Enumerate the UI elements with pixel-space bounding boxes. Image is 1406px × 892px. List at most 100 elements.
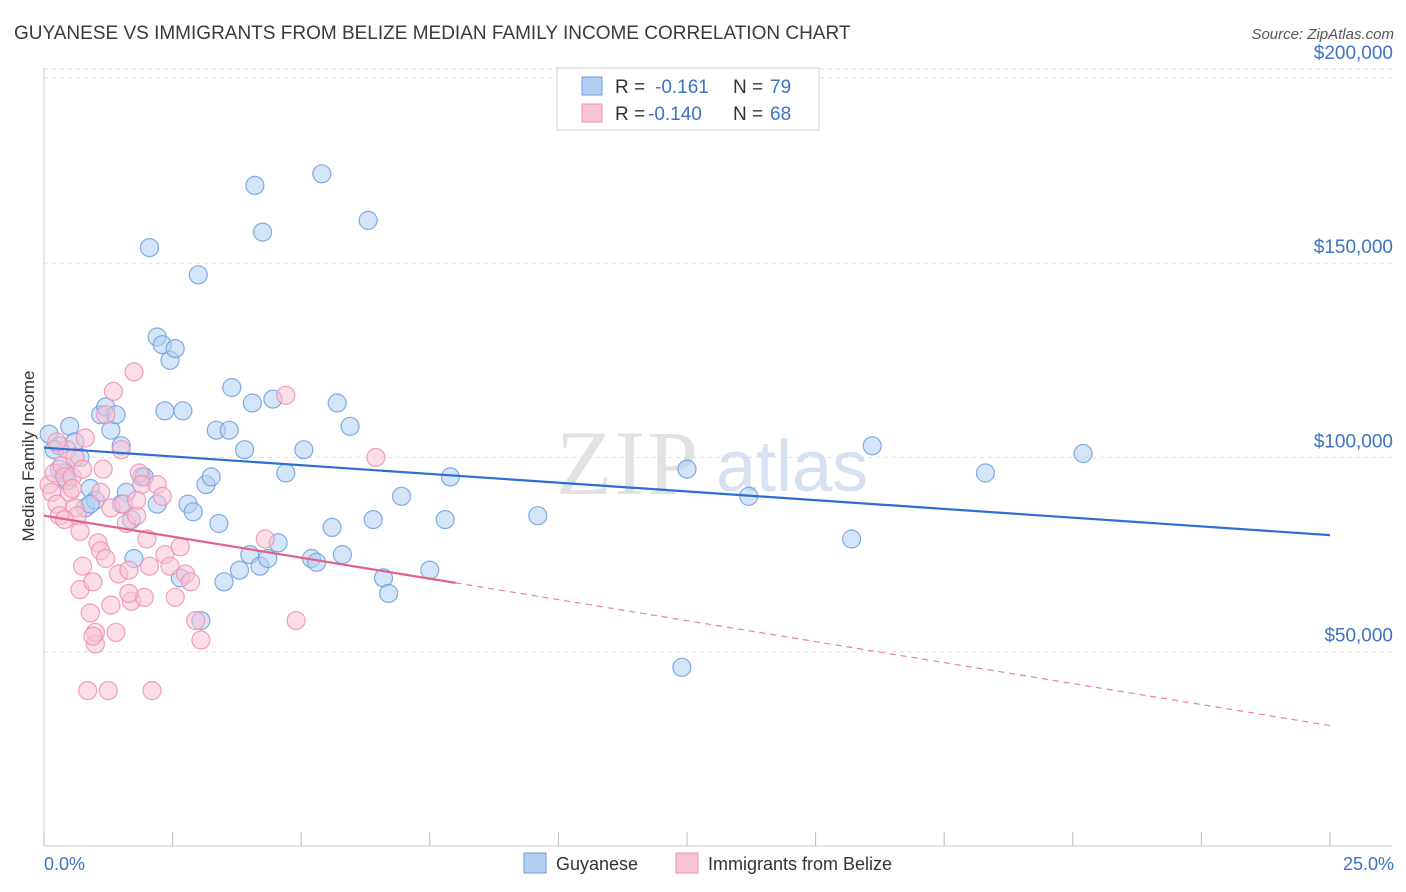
guyanese-trend-line: [43, 446, 1331, 537]
guyanese-point: [165, 339, 185, 359]
guyanese-point: [201, 467, 221, 487]
belize-point: [96, 405, 116, 425]
guyanese-point: [219, 420, 239, 440]
belize-point: [142, 680, 162, 701]
chart-title: GUYANESE VS IMMIGRANTS FROM BELIZE MEDIA…: [14, 23, 851, 44]
belize-point: [165, 587, 185, 607]
belize-point: [93, 459, 113, 479]
guyanese-point: [420, 560, 440, 580]
guyanese-point: [245, 175, 265, 195]
legend-r-label-1: R =: [615, 104, 645, 125]
belize-point: [83, 626, 103, 646]
series-belize-points: [39, 362, 386, 701]
belize-point: [186, 610, 206, 631]
belize-point: [286, 610, 306, 631]
legend-n-value-1: 68: [770, 104, 791, 125]
chart-source: Source: ZipAtlas.com: [1251, 26, 1394, 43]
belize-point: [70, 521, 90, 541]
guyanese-point: [276, 463, 296, 483]
y-tick-label: $150,000: [1314, 237, 1393, 258]
belize-point: [98, 680, 118, 701]
belize-point: [106, 622, 126, 642]
bottom-legend-swatch-belize: [675, 852, 699, 874]
belize-point: [170, 537, 190, 557]
legend-n-label-0: N =: [733, 77, 763, 98]
guyanese-point: [332, 544, 352, 565]
x-axis-ticks: [43, 832, 1331, 846]
guyanese-point: [235, 440, 255, 460]
belize-point: [75, 428, 95, 448]
belize-point: [139, 556, 160, 576]
x-tick-label-min: 0.0%: [44, 854, 85, 874]
guyanese-point: [975, 463, 996, 483]
belize-point: [119, 560, 139, 580]
guyanese-point: [363, 509, 383, 530]
guyanese-point: [253, 222, 273, 242]
y-axis-label: Median Family Income: [19, 370, 38, 541]
belize-point: [101, 595, 121, 615]
guyanese-point: [1073, 443, 1093, 464]
x-tick-label-max: 25.0%: [1343, 854, 1394, 874]
belize-point: [80, 603, 100, 623]
bottom-legend-label-guyanese: Guyanese: [556, 854, 638, 874]
y-tick-label: $50,000: [1324, 626, 1393, 647]
guyanese-point: [379, 583, 399, 604]
guyanese-point: [528, 506, 548, 526]
series-guyanese-points: [39, 164, 1093, 677]
bottom-legend-swatch-guyanese: [523, 852, 547, 874]
guyanese-point: [214, 572, 234, 592]
legend-r-label-0: R =: [615, 77, 645, 98]
belize-point: [366, 447, 386, 467]
belize-point: [119, 583, 139, 604]
guyanese-point: [358, 210, 378, 230]
belize-trend-line-extension: [455, 582, 1331, 727]
bottom-legend-label-belize: Immigrants from Belize: [708, 854, 892, 874]
belize-point: [127, 490, 147, 510]
guyanese-point: [322, 517, 342, 538]
y-tick-label: $200,000: [1314, 43, 1393, 64]
belize-point: [276, 385, 296, 405]
guyanese-point: [862, 436, 882, 456]
guyanese-point: [188, 265, 208, 285]
belize-point: [103, 381, 124, 401]
guyanese-point: [155, 401, 175, 421]
guyanese-point: [139, 238, 160, 258]
watermark-zip: ZIP: [556, 412, 700, 514]
legend-n-label-1: N =: [733, 104, 763, 125]
guyanese-point: [242, 393, 262, 413]
legend-r-value-1: -0.140: [648, 104, 702, 125]
series-legend: Guyanese Immigrants from Belize: [523, 852, 892, 874]
guyanese-point: [391, 486, 412, 506]
watermark: ZIP atlas: [556, 412, 868, 514]
guyanese-point: [340, 416, 360, 436]
legend-r-value-0: -0.161: [655, 77, 709, 98]
belize-point: [90, 482, 111, 502]
guyanese-point: [435, 509, 455, 530]
belize-point: [83, 572, 103, 592]
belize-point: [72, 556, 93, 576]
belize-trend-line: [43, 514, 456, 584]
legend-swatch-belize: [581, 103, 603, 123]
guyanese-point: [672, 657, 692, 677]
guyanese-point: [173, 401, 193, 421]
guyanese-point: [183, 502, 203, 522]
guyanese-point: [841, 529, 862, 549]
legend-n-value-0: 79: [770, 77, 791, 98]
belize-point: [78, 680, 98, 701]
guyanese-point: [229, 560, 250, 580]
belize-point: [96, 548, 116, 569]
guyanese-point: [222, 377, 242, 398]
belize-point: [111, 440, 131, 460]
guyanese-point: [327, 393, 347, 413]
trend-lines: [43, 446, 1331, 727]
belize-point: [124, 362, 144, 382]
belize-point: [137, 529, 157, 549]
guyanese-point: [312, 164, 332, 184]
belize-point: [62, 478, 82, 499]
guyanese-point: [209, 513, 229, 534]
y-axis-tick-labels: $50,000 $100,000 $150,000 $200,000: [1314, 43, 1393, 647]
guyanese-point: [294, 440, 314, 460]
stats-legend: R = -0.161 N = 79 R = -0.140 N = 68: [556, 67, 820, 131]
belize-point: [191, 630, 211, 650]
